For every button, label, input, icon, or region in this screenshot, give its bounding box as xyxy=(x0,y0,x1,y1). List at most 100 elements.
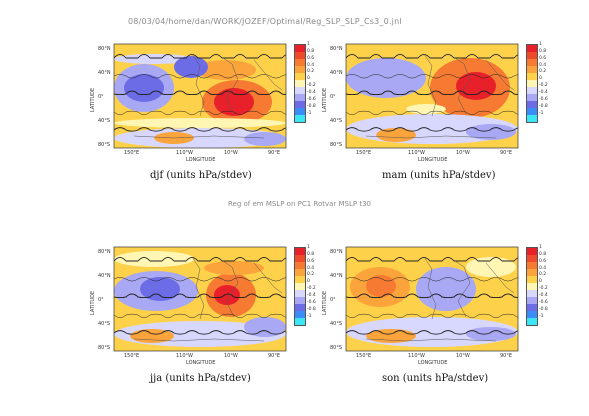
field-contour-region xyxy=(456,72,496,100)
contour-line xyxy=(346,90,518,96)
latitude-tick-label: 40°S xyxy=(98,321,111,327)
field-contour-region xyxy=(214,88,254,116)
longitude-tick-label: 110°W xyxy=(408,353,425,359)
field-contour-region xyxy=(214,285,240,305)
field-contour-region xyxy=(466,124,516,140)
colorbar-segment xyxy=(295,80,305,87)
panel-djf: LATITUDE 80°N 40°N 0° 40°S 80°S 150°E 110°W 10°W… xyxy=(84,40,354,205)
colorbar-tick-label: -1 xyxy=(539,313,544,319)
coastline xyxy=(133,53,283,139)
latitude-axis-label: LATITUDE xyxy=(322,87,328,112)
colorbar-segment xyxy=(527,318,537,325)
colorbar-segment xyxy=(527,269,537,276)
colorbar-segment xyxy=(527,283,537,290)
field-contour-region xyxy=(114,54,194,64)
colorbar-segment xyxy=(295,283,305,290)
colorbar-tick-label: -0.6 xyxy=(307,96,316,102)
longitude-tick-label: 10°W xyxy=(224,353,238,359)
longitude-tick-label: 110°W xyxy=(408,150,425,156)
contour-line xyxy=(346,293,518,299)
field-contour-region xyxy=(114,128,286,148)
colorbar-tick-label: 0.2 xyxy=(307,69,315,75)
latitude-tick-label: 80°N xyxy=(98,46,111,52)
colorbar-tick-label: 0.8 xyxy=(539,251,547,257)
field-contour-region xyxy=(244,132,286,146)
contour-line xyxy=(114,293,286,299)
colorbar-segment xyxy=(527,262,537,269)
contour-line xyxy=(114,256,286,262)
latitude-tick-label: 80°N xyxy=(330,249,343,255)
latitude-tick-label: 0° xyxy=(330,297,336,303)
colorbar-segment xyxy=(527,59,537,66)
colorbar-segment xyxy=(295,73,305,80)
colorbar-segment xyxy=(295,101,305,108)
regression-map xyxy=(345,246,519,352)
colorbar-segment xyxy=(527,66,537,73)
latitude-tick-label: 40°N xyxy=(98,70,111,76)
colorbar-tick-label: -0.8 xyxy=(539,306,548,312)
latitude-tick-label: 0° xyxy=(330,94,336,100)
panel-title: djf (units hPa/stdev) xyxy=(150,170,252,181)
colorbar-segment xyxy=(295,269,305,276)
colorbar-tick-label: -0.8 xyxy=(539,103,548,109)
colorbar-segment xyxy=(527,255,537,262)
contour-line xyxy=(114,313,286,318)
colorbar-segment xyxy=(295,262,305,269)
contour-line xyxy=(114,330,286,335)
colorbar-tick-label: 0.6 xyxy=(539,55,547,61)
colorbar-tick-label: -0.6 xyxy=(539,299,548,305)
colorbar-tick-label: 0.2 xyxy=(307,272,315,278)
colorbar xyxy=(526,247,538,326)
colorbar-tick-label: -0.2 xyxy=(307,286,316,292)
field-contour-region xyxy=(466,327,516,341)
contour-line xyxy=(114,277,286,282)
colorbar-tick-label: 0.4 xyxy=(539,265,547,271)
colorbar-tick-label: 0.6 xyxy=(307,55,315,61)
colorbar-segment xyxy=(527,311,537,318)
colorbar-segment xyxy=(295,248,305,255)
map-frame xyxy=(113,43,287,149)
coastline xyxy=(365,53,515,139)
colorbar-tick-label: -0.4 xyxy=(307,293,316,299)
contour-line xyxy=(346,277,518,282)
contour-line xyxy=(346,127,518,132)
colorbar-segment xyxy=(295,66,305,73)
colorbar-segment xyxy=(527,297,537,304)
map-frame xyxy=(113,246,287,352)
colorbar xyxy=(294,247,306,326)
contour-line xyxy=(346,313,518,318)
figure-subtitle: Reg of em MSLP on PC1 Rotvar MSLP t30 xyxy=(228,200,372,208)
contour-line xyxy=(114,74,286,79)
colorbar-segment xyxy=(295,311,305,318)
colorbar-segment xyxy=(295,255,305,262)
regression-map xyxy=(113,246,287,352)
longitude-tick-label: 90°E xyxy=(268,150,281,156)
colorbar-tick-label: -1 xyxy=(307,313,312,319)
contour-line xyxy=(114,90,286,96)
field-contour-region xyxy=(466,257,516,277)
field-contour-region xyxy=(406,104,446,114)
latitude-tick-label: 40°S xyxy=(330,118,343,124)
colorbar-segment xyxy=(527,276,537,283)
colorbar-tick-label: -0.4 xyxy=(539,90,548,96)
map-frame xyxy=(345,43,519,149)
longitude-tick-label: 90°E xyxy=(500,353,513,359)
colorbar-segment xyxy=(295,304,305,311)
coastline xyxy=(133,256,283,342)
colorbar-tick-label: -0.8 xyxy=(307,103,316,109)
field-contour-region xyxy=(366,275,396,297)
contour-line xyxy=(346,256,518,262)
latitude-tick-label: 80°N xyxy=(330,46,343,52)
colorbar-segment xyxy=(295,87,305,94)
longitude-tick-label: 110°W xyxy=(176,353,193,359)
colorbar-tick-label: -0.4 xyxy=(307,90,316,96)
contour-line xyxy=(346,53,518,59)
colorbar-segment xyxy=(295,108,305,115)
colorbar-tick-label: 0 xyxy=(539,76,542,82)
field-contour-region xyxy=(124,74,164,102)
field-contour-region xyxy=(196,60,256,80)
colorbar-tick-label: 0.4 xyxy=(307,265,315,271)
longitude-tick-label: 10°W xyxy=(224,150,238,156)
colorbar-segment xyxy=(295,94,305,101)
colorbar-segment xyxy=(527,73,537,80)
